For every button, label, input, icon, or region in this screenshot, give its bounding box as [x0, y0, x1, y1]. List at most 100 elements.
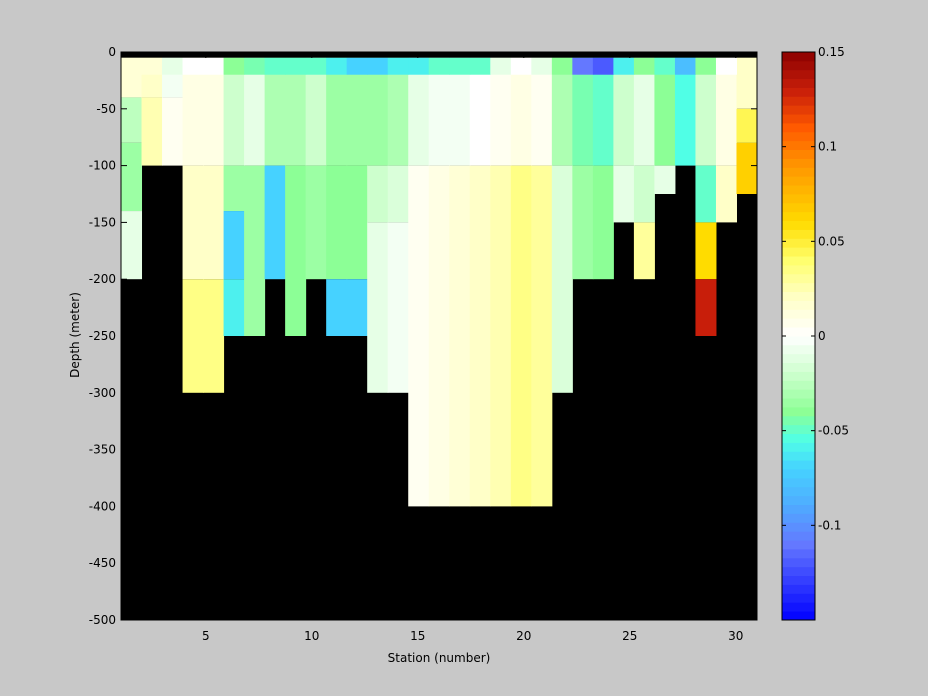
y-tick-label: -200 [89, 272, 116, 286]
heatmap-cell [346, 52, 368, 166]
heatmap-cell [223, 279, 245, 336]
colorbar-swatch [782, 265, 815, 275]
surface-cell [551, 57, 573, 75]
heatmap-cell [510, 52, 532, 166]
colorbar-tick-label: 0 [818, 329, 826, 343]
colorbar-swatch [782, 238, 815, 248]
heatmap-cell [387, 222, 409, 393]
heatmap-cell [695, 222, 717, 280]
heatmap-cell [264, 52, 286, 166]
heatmap-cell [244, 165, 266, 336]
colorbar-swatch [782, 131, 815, 142]
heatmap-cell [469, 165, 491, 507]
surface-cell [674, 57, 696, 75]
colorbar-swatch [782, 531, 815, 541]
colorbar-swatch [782, 105, 815, 115]
heatmap-cell [654, 165, 676, 194]
colorbar-swatch [782, 433, 815, 443]
colorbar-swatch [782, 87, 815, 97]
heatmap-cell [285, 52, 307, 166]
surface-cell [695, 57, 717, 75]
colorbar-tick-label: 0.1 [818, 140, 837, 154]
colorbar-swatch [782, 575, 815, 585]
y-tick-label: -350 [89, 443, 116, 457]
surface-cell [613, 57, 635, 75]
colorbar-swatch [782, 69, 815, 80]
heatmap-cell [490, 165, 512, 507]
y-tick-label: -450 [89, 556, 116, 570]
surface-cell [449, 57, 471, 75]
colorbar-swatch [782, 123, 815, 133]
heatmap-cell [367, 165, 389, 223]
colorbar-swatch [782, 362, 815, 372]
heatmap-cell [244, 52, 266, 166]
heatmap-cell [387, 165, 409, 223]
colorbar-swatch [782, 442, 815, 452]
colorbar-swatch [782, 478, 815, 488]
surface-cell [305, 57, 327, 75]
heatmap-cell [387, 52, 409, 166]
x-tick-label: 5 [202, 629, 210, 643]
heatmap-cell [551, 165, 573, 393]
colorbar-swatch [782, 336, 815, 346]
heatmap-cell [449, 165, 471, 507]
colorbar-tick-label: 0.15 [818, 45, 845, 59]
colorbar-swatch [782, 229, 815, 239]
heatmap-cell [182, 279, 204, 393]
y-tick-label: -500 [89, 613, 116, 627]
heatmap-cell [121, 142, 143, 212]
surface-cell [654, 57, 676, 75]
surface-cell [408, 57, 430, 75]
heatmap-cell [203, 165, 225, 280]
heatmap-cell [633, 52, 655, 166]
x-tick-label: 10 [304, 629, 319, 643]
colorbar-swatch [782, 327, 815, 337]
heatmap-cell [408, 165, 430, 507]
heatmap-cell [223, 211, 245, 280]
y-axis: 0 -50 -100 -150 -200 -250 -300 -350 -400 -450 -500 [89, 45, 757, 627]
colorbar-swatch [782, 469, 815, 479]
colorbar-swatch [782, 371, 815, 381]
colorbar-swatch [782, 247, 815, 257]
colorbar-swatch [782, 309, 815, 319]
y-tick-label: -250 [89, 329, 116, 343]
heatmap-cell [203, 279, 225, 393]
y-tick-label: -400 [89, 499, 116, 513]
y-axis-label: Depth (meter) [68, 292, 82, 378]
surface-cell [572, 57, 594, 75]
heatmap-cell [469, 52, 491, 166]
heatmap-cell [695, 279, 717, 336]
surface-cell [203, 57, 225, 75]
x-axis-label: Station (number) [388, 651, 491, 665]
colorbar-tick-label: -0.1 [818, 518, 841, 532]
colorbar-swatch [782, 273, 815, 284]
y-tick-label: -300 [89, 386, 116, 400]
x-tick-label: 30 [728, 629, 743, 643]
colorbar-swatch [782, 593, 815, 603]
surface-cell [121, 57, 143, 75]
heatmap-cell [531, 165, 553, 507]
surface-cell [326, 57, 348, 75]
heatmap-cell [736, 108, 758, 143]
plot-area [121, 52, 758, 620]
colorbar-swatch [782, 291, 815, 301]
x-tick-label: 25 [622, 629, 637, 643]
colorbar-swatch [782, 584, 815, 594]
surface-strip [121, 52, 757, 58]
surface-cell [387, 57, 409, 75]
colorbar-swatch [782, 96, 815, 106]
colorbar-swatch [782, 140, 815, 151]
heatmap-cell [203, 52, 225, 166]
heatmap-cell [182, 165, 204, 280]
surface-cell [285, 57, 307, 75]
heatmap-cell [223, 52, 245, 166]
colorbar-swatch [782, 78, 815, 88]
heatmap-cell [654, 52, 676, 166]
colorbar-swatch [782, 149, 815, 159]
colorbar-swatch [782, 202, 815, 213]
heatmap-cell [695, 52, 717, 166]
x-tick-label: 20 [516, 629, 531, 643]
heatmap-cell [162, 97, 184, 166]
heatmap-cell [285, 165, 307, 336]
heatmap-cell [633, 222, 655, 280]
